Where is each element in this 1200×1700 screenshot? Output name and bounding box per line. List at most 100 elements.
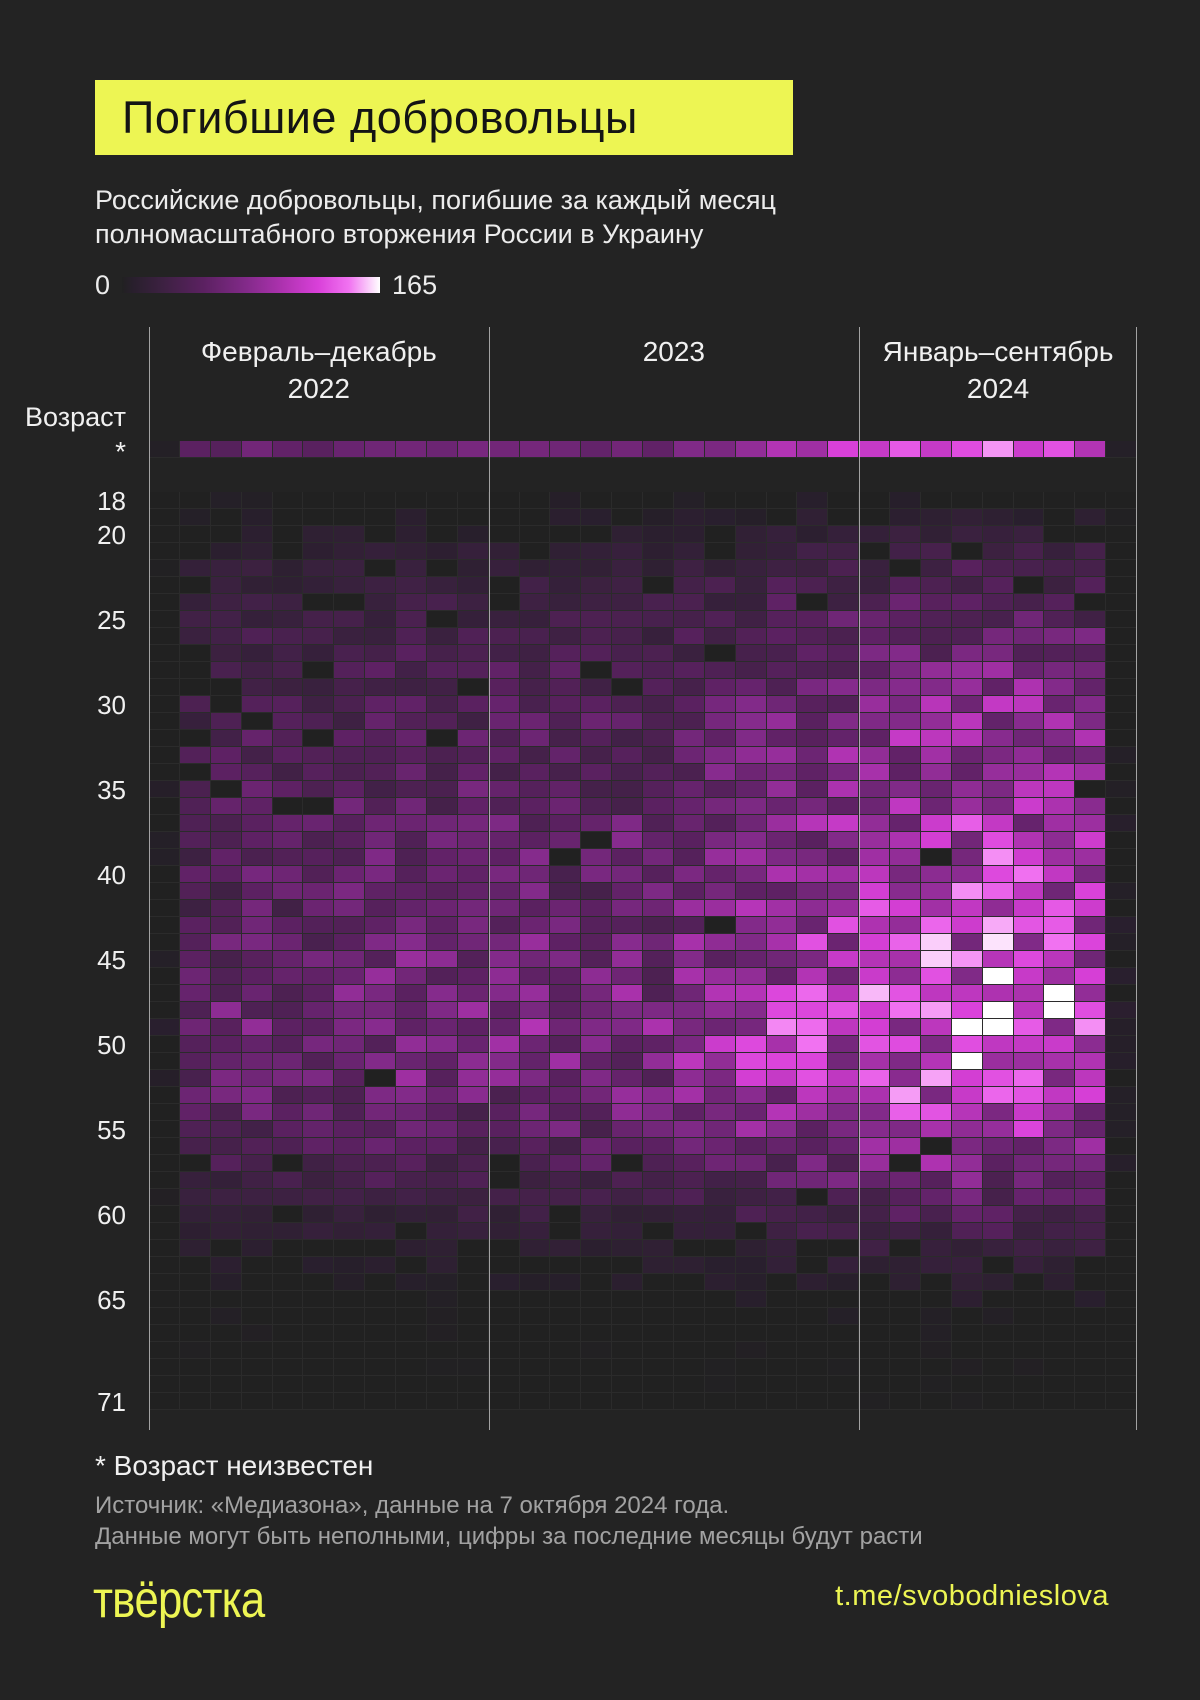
heatmap-cell [396, 1376, 427, 1393]
heatmap-cell [920, 1138, 952, 1155]
heatmap-cell [797, 679, 829, 696]
heatmap-cell [457, 560, 489, 577]
heatmap-cell [828, 645, 860, 662]
heatmap-cell [920, 747, 952, 764]
heatmap-cell [210, 1291, 242, 1308]
column-header-2022-year: 2022 [287, 373, 350, 404]
heatmap-cell [612, 985, 643, 1002]
heatmap-cell [704, 1121, 736, 1138]
heatmap-cell [982, 645, 1014, 662]
heatmap-cell-unknown-age [735, 441, 767, 458]
heatmap-cell [982, 849, 1014, 866]
heatmap-cell [179, 849, 211, 866]
heatmap-cell [828, 730, 860, 747]
heatmap-cell [365, 1274, 396, 1291]
heatmap-cell [488, 832, 520, 849]
heatmap-cell [179, 764, 211, 781]
heatmap-cell [241, 951, 273, 968]
heatmap-row-age-23 [149, 577, 1137, 594]
heatmap-cell [149, 1240, 180, 1257]
heatmap-cell [210, 900, 242, 917]
heatmap-cell [241, 628, 273, 645]
heatmap-cell [766, 1393, 798, 1410]
subtitle: Российские добровольцы, погибшие за кажд… [95, 183, 915, 251]
heatmap-cell [426, 1342, 458, 1359]
heatmap-cell [920, 1155, 952, 1172]
heatmap-cell [334, 1325, 366, 1342]
heatmap-cell [766, 764, 798, 781]
heatmap-cell [488, 934, 520, 951]
heatmap-cell [241, 832, 273, 849]
heatmap-cell [550, 679, 582, 696]
heatmap-cell [1075, 917, 1107, 934]
heatmap-cell [890, 1342, 921, 1359]
heatmap-cell [1044, 730, 1076, 747]
heatmap-cell [581, 1359, 613, 1376]
heatmap-cell-unknown-age [1013, 441, 1045, 458]
heatmap-cell [457, 1189, 489, 1206]
heatmap-cell [1106, 645, 1137, 662]
heatmap-cell [1075, 492, 1107, 509]
heatmap-cell [890, 1053, 921, 1070]
heatmap-cell [365, 832, 396, 849]
heatmap-cell [210, 1342, 242, 1359]
heatmap-cell [365, 662, 396, 679]
heatmap-cell [1106, 679, 1137, 696]
heatmap-cell [828, 917, 860, 934]
heatmap-cell [643, 1342, 674, 1359]
heatmap-cell [488, 747, 520, 764]
heatmap-cell [735, 1070, 767, 1087]
heatmap-cell [303, 1342, 335, 1359]
heatmap-cell [920, 764, 952, 781]
heatmap-cell [149, 968, 180, 985]
heatmap-cell [890, 1172, 921, 1189]
heatmap-cell [1013, 1325, 1045, 1342]
heatmap-cell [519, 594, 551, 611]
heatmap-cell [210, 832, 242, 849]
heatmap-cell [396, 611, 427, 628]
heatmap-cell [704, 594, 736, 611]
heatmap-cell [704, 730, 736, 747]
heatmap-cell [303, 968, 335, 985]
heatmap-cell [426, 1240, 458, 1257]
heatmap-cell [334, 696, 366, 713]
telegram-link[interactable]: t.me/svobodnieslova [835, 1580, 1109, 1612]
heatmap-cell [797, 1002, 829, 1019]
heatmap-cell [951, 1104, 983, 1121]
heatmap-cell [365, 560, 396, 577]
heatmap-cell [272, 1121, 304, 1138]
heatmap-cell [735, 492, 767, 509]
heatmap-cell [241, 1070, 273, 1087]
heatmap-cell [1013, 1121, 1045, 1138]
heatmap-cell [673, 1002, 705, 1019]
heatmap-cell [365, 1291, 396, 1308]
heatmap-cell [241, 1342, 273, 1359]
heatmap-cell [457, 985, 489, 1002]
heatmap-cell [519, 764, 551, 781]
heatmap-row-age-42 [149, 900, 1137, 917]
heatmap-cell [920, 730, 952, 747]
heatmap-cell [334, 577, 366, 594]
heatmap-cell [766, 577, 798, 594]
heatmap-cell [241, 492, 273, 509]
heatmap-cell [982, 1291, 1014, 1308]
heatmap-cell-unknown-age [1075, 441, 1107, 458]
heatmap-cell [426, 662, 458, 679]
heatmap-cell [1013, 1036, 1045, 1053]
heatmap-cell [797, 696, 829, 713]
heatmap-cell [334, 968, 366, 985]
heatmap-cell [1013, 849, 1045, 866]
heatmap-cell [365, 1189, 396, 1206]
heatmap-cell [303, 577, 335, 594]
heatmap-cell [210, 968, 242, 985]
heatmap-cell [828, 934, 860, 951]
heatmap-cell [859, 900, 890, 917]
heatmap-cell [365, 968, 396, 985]
heatmap-cell [704, 1019, 736, 1036]
heatmap-cell [797, 849, 829, 866]
heatmap-cell [272, 849, 304, 866]
heatmap-cell [303, 1070, 335, 1087]
heatmap-cell [982, 1376, 1014, 1393]
heatmap-cell [1075, 866, 1107, 883]
heatmap-cell [890, 1291, 921, 1308]
